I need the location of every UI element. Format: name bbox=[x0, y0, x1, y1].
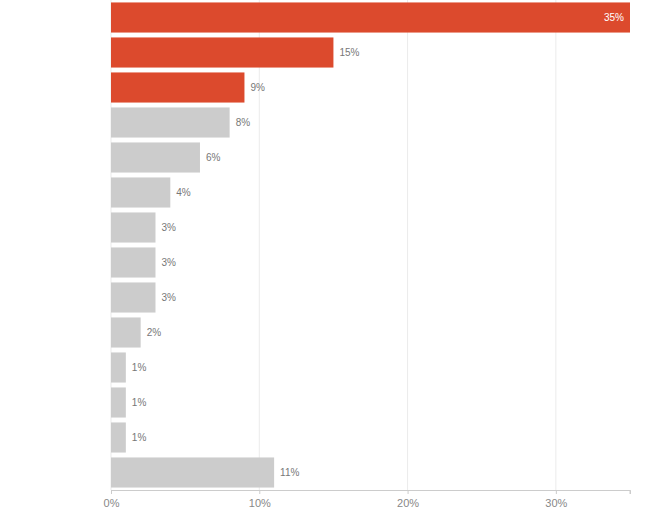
data-label: 3% bbox=[161, 222, 176, 233]
bar bbox=[111, 212, 155, 242]
tick-label: 20% bbox=[397, 497, 419, 509]
tick: 30% bbox=[545, 490, 567, 509]
axis-line bbox=[112, 491, 631, 495]
bar bbox=[111, 387, 126, 417]
bar bbox=[111, 177, 170, 207]
chart: 35% 15% 9% 8% 6% 4% 3% 3% 3% 2% 1% 1% 1% 11% 0% 10% 20% 3… bbox=[0, 0, 645, 510]
data-label: 1% bbox=[132, 362, 147, 373]
tick-mark bbox=[111, 490, 112, 494]
data-label: 4% bbox=[176, 187, 191, 198]
bar bbox=[111, 247, 155, 277]
bar bbox=[111, 142, 200, 172]
axis-end bbox=[630, 490, 631, 494]
tick: 0% bbox=[104, 490, 120, 509]
tick-mark bbox=[408, 490, 409, 494]
data-label: 1% bbox=[132, 397, 147, 408]
grid-line bbox=[259, 0, 260, 490]
data-label: 11% bbox=[280, 467, 299, 478]
tick: 20% bbox=[397, 490, 419, 509]
tick-label: 30% bbox=[545, 497, 567, 509]
data-labels: 35% 15% 9% 8% 6% 4% 3% 3% 3% 2% 1% 1% 1% 11% bbox=[132, 12, 624, 478]
x-axis: 0% 10% 20% 30% bbox=[104, 490, 631, 509]
bar bbox=[111, 422, 126, 452]
tick-label: 0% bbox=[104, 497, 120, 509]
tick-mark bbox=[556, 490, 557, 494]
data-label: 6% bbox=[206, 152, 221, 163]
tick-mark bbox=[259, 490, 260, 494]
bar bbox=[111, 457, 274, 487]
bar bbox=[111, 37, 333, 67]
plot: 35% 15% 9% 8% 6% 4% 3% 3% 3% 2% 1% 1% 1% 11% 0% 10% 20% 3… bbox=[104, 0, 631, 509]
grid-line bbox=[407, 0, 408, 490]
data-label: 3% bbox=[161, 257, 176, 268]
bar bbox=[111, 107, 230, 137]
tick-label: 10% bbox=[249, 497, 271, 509]
data-label: 3% bbox=[161, 292, 176, 303]
grid bbox=[111, 0, 556, 490]
data-label: 15% bbox=[339, 47, 359, 58]
bar bbox=[111, 282, 155, 312]
tick: 10% bbox=[249, 490, 271, 509]
bars bbox=[111, 2, 630, 487]
bar bbox=[111, 352, 126, 382]
data-label: 9% bbox=[250, 82, 265, 93]
data-label: 1% bbox=[132, 432, 147, 443]
data-label: 2% bbox=[147, 327, 162, 338]
bar bbox=[111, 317, 141, 347]
data-label: 8% bbox=[236, 117, 251, 128]
bar bbox=[111, 72, 244, 102]
grid-line bbox=[555, 0, 556, 490]
bar bbox=[111, 2, 630, 32]
data-label: 35% bbox=[604, 12, 624, 23]
